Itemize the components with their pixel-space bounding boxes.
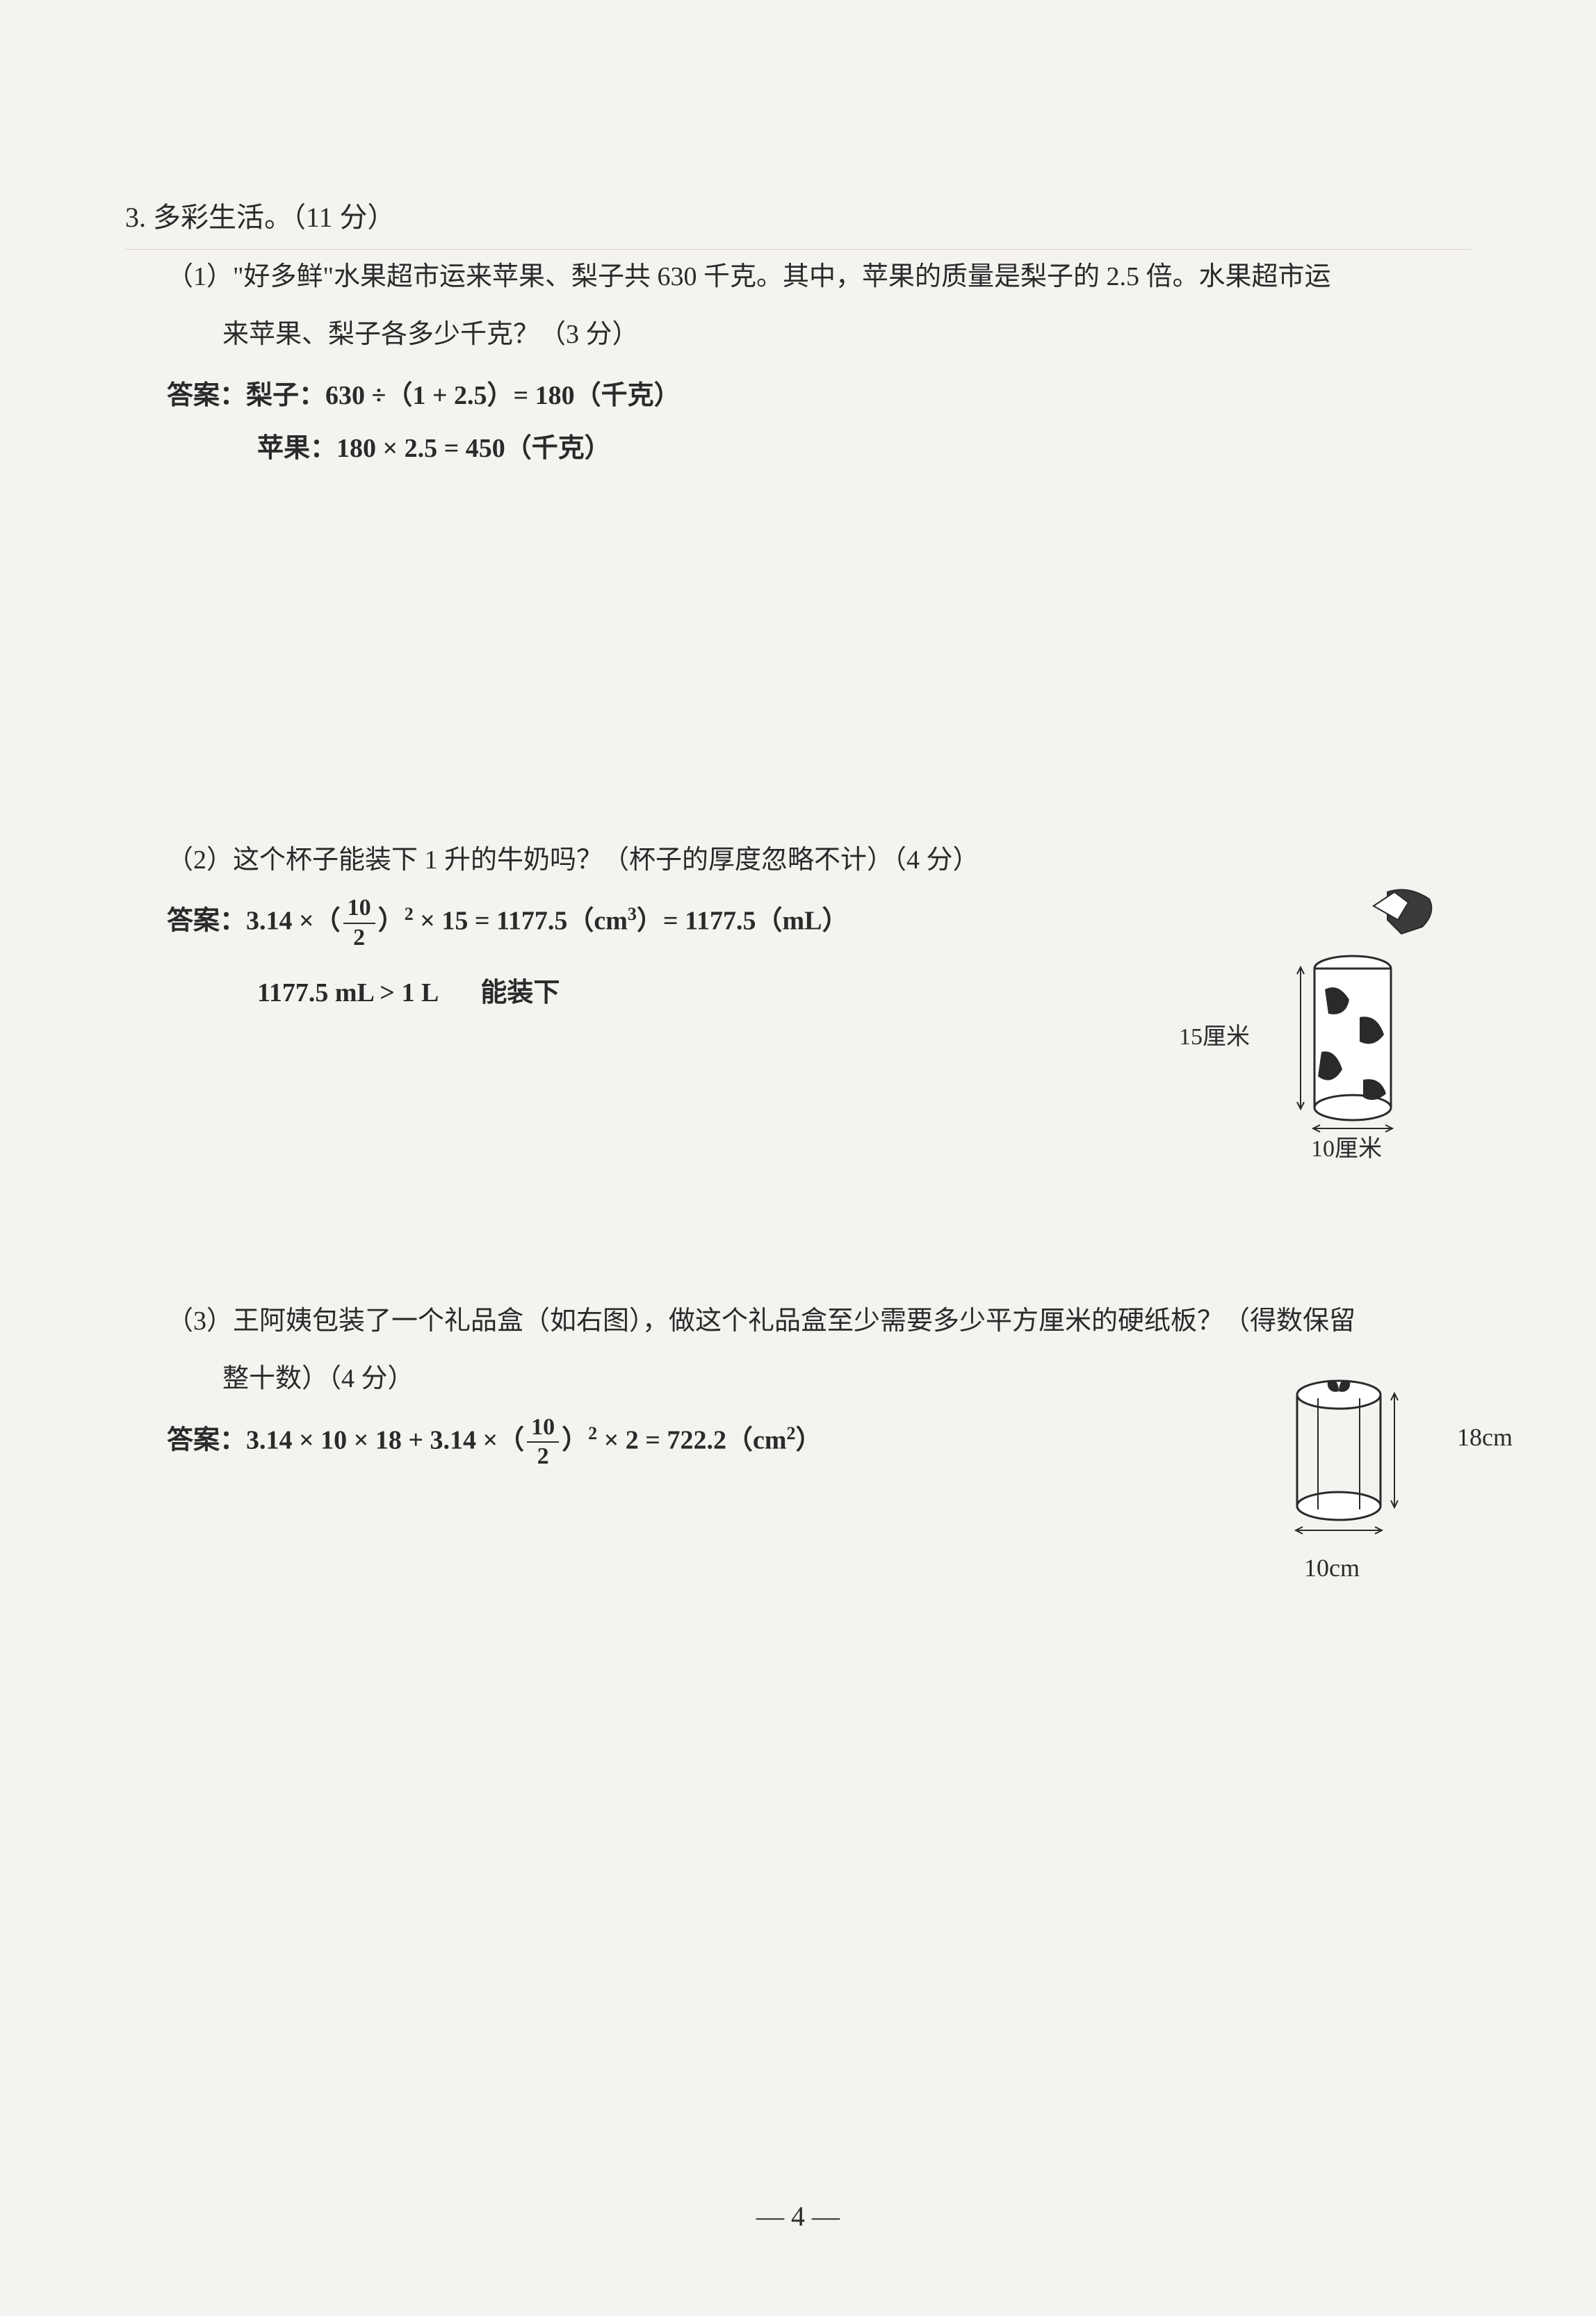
section-title: 3. 多彩生活。（11 分） bbox=[125, 195, 1471, 235]
q3-a-p2: ） bbox=[562, 1425, 588, 1455]
cup-svg bbox=[1248, 878, 1457, 1142]
cup-width-label: 10厘米 bbox=[1311, 1129, 1382, 1163]
cup-height-label: 15厘米 bbox=[1179, 1017, 1250, 1051]
q2-a-p1: 3.14 ×（ bbox=[246, 907, 341, 936]
box-svg bbox=[1269, 1367, 1450, 1548]
page-number: — 4 — bbox=[756, 2200, 840, 2233]
q2-exp2: 3 bbox=[628, 904, 637, 924]
q2-line1: （2）这个杯子能装下 1 升的牛奶吗？（杯子的厚度忽略不计）（4 分） bbox=[167, 836, 1471, 884]
q2-exp: 2 bbox=[405, 904, 414, 924]
problem-3: （3）王阿姨包装了一个礼品盒（如右图），做这个礼品盒至少需要多少平方厘米的硬纸板… bbox=[167, 1297, 1471, 1471]
q2-a-p3: × 15 = 1177.5（cm bbox=[414, 907, 628, 936]
q1-answer-line2: 苹果：180 × 2.5 = 450（千克） bbox=[257, 422, 1471, 475]
q2-a-l2a: 1177.5 mL > 1 L bbox=[257, 978, 439, 1007]
q3-fraction: 102 bbox=[527, 1414, 559, 1472]
q3-a-p3: × 2 = 722.2（cm bbox=[597, 1425, 786, 1455]
problem-2: （2）这个杯子能装下 1 升的牛奶吗？（杯子的厚度忽略不计）（4 分） 答案：3… bbox=[167, 836, 1471, 1019]
q3-label: （3） bbox=[167, 1306, 233, 1336]
q2-frac-num: 10 bbox=[343, 894, 375, 924]
q3-a-p1: 3.14 × 10 × 18 + 3.14 ×（ bbox=[246, 1425, 524, 1455]
q3-answer-label: 答案： bbox=[167, 1425, 246, 1455]
q1-answer1: 梨子：630 ÷（1 + 2.5）= 180（千克） bbox=[246, 381, 681, 410]
box-width-label: 10cm bbox=[1304, 1553, 1360, 1582]
q2-text: 这个杯子能装下 1 升的牛奶吗？（杯子的厚度忽略不计）（4 分） bbox=[233, 845, 979, 875]
section-number: 3. bbox=[125, 202, 146, 233]
q2-frac-den: 2 bbox=[343, 924, 375, 953]
q3-exp2: 2 bbox=[786, 1423, 795, 1443]
q2-a-l2b: 能装下 bbox=[480, 978, 560, 1007]
q2-fraction: 102 bbox=[343, 894, 375, 953]
q3-frac-num: 10 bbox=[527, 1414, 559, 1443]
divider bbox=[125, 249, 1471, 250]
section-title-text: 多彩生活。（11 分） bbox=[153, 202, 396, 233]
q2-a-p2: ） bbox=[378, 907, 405, 936]
problem-1: （1）"好多鲜"水果超市运来苹果、梨子共 630 千克。其中，苹果的质量是梨子的… bbox=[167, 253, 1471, 475]
box-height-label: 18cm bbox=[1457, 1423, 1513, 1452]
q2-label: （2） bbox=[167, 845, 233, 875]
q1-line2: 来苹果、梨子各多少千克？（3 分） bbox=[222, 311, 1471, 358]
q3-line1: （3）王阿姨包装了一个礼品盒（如右图），做这个礼品盒至少需要多少平方厘米的硬纸板… bbox=[167, 1297, 1471, 1345]
q1-label: （1） bbox=[167, 262, 233, 291]
q3-a-p4: ） bbox=[795, 1425, 822, 1455]
page-container: 3. 多彩生活。（11 分） （1）"好多鲜"水果超市运来苹果、梨子共 630 … bbox=[0, 0, 1596, 1582]
q3-frac-den: 2 bbox=[527, 1443, 559, 1471]
q2-answer-label: 答案： bbox=[167, 907, 246, 936]
box-figure: 18cm 10cm bbox=[1269, 1367, 1450, 1548]
q3-exp: 2 bbox=[588, 1423, 597, 1443]
q1-line1: （1）"好多鲜"水果超市运来苹果、梨子共 630 千克。其中，苹果的质量是梨子的… bbox=[167, 253, 1471, 300]
cup-figure: 15厘米 10厘米 bbox=[1248, 878, 1457, 1142]
q1-answer-line1: 答案：梨子：630 ÷（1 + 2.5）= 180（千克） bbox=[167, 369, 1471, 422]
q1-answer-label: 答案： bbox=[167, 381, 246, 410]
q1-text1: "好多鲜"水果超市运来苹果、梨子共 630 千克。其中，苹果的质量是梨子的 2.… bbox=[233, 262, 1331, 291]
q3-text1: 王阿姨包装了一个礼品盒（如右图），做这个礼品盒至少需要多少平方厘米的硬纸板？（得… bbox=[233, 1306, 1355, 1336]
q2-a-p4: ）= 1177.5（mL） bbox=[637, 907, 849, 936]
